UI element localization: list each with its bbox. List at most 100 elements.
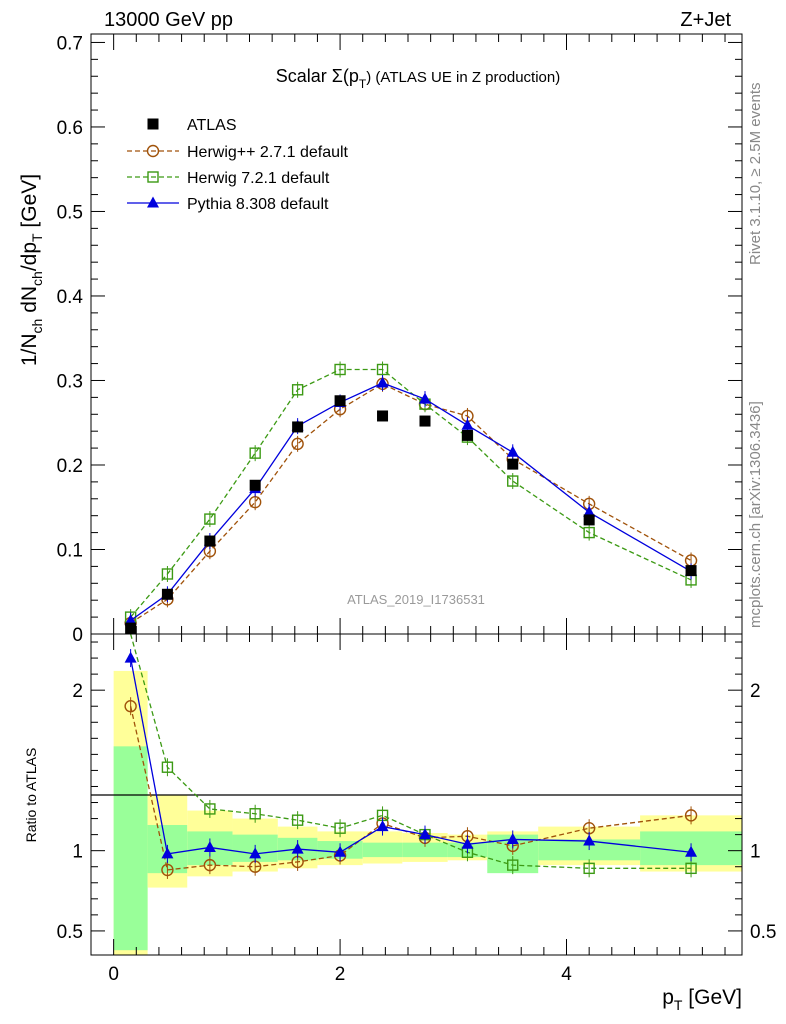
- ratio-panel-frame: [90, 633, 743, 956]
- herwigpp-point: [248, 495, 262, 509]
- y-tick-label-right: 0.5: [750, 922, 776, 943]
- y-tick-label: 0.5: [57, 202, 83, 223]
- beam-label: 13000 GeV pp: [104, 9, 233, 31]
- pythia-ratio-point: [583, 834, 596, 846]
- legend-marker-herwig7: [147, 171, 159, 183]
- pythia-ratio-point: [461, 837, 474, 849]
- herwig7-point: [204, 513, 216, 525]
- atlas-point: [292, 421, 304, 433]
- herwig7-ratio-point: [334, 822, 346, 834]
- y-tick-label: 0.4: [57, 287, 84, 308]
- legend-label: Herwig++ 2.7.1 default: [187, 144, 349, 161]
- y-tick-label: 1: [72, 842, 83, 863]
- pythia-ratio-point: [161, 847, 174, 859]
- ratio-series-layer: [124, 633, 698, 879]
- pythia-point: [124, 613, 137, 625]
- herwigpp-ratio-point: [124, 700, 137, 713]
- pythia-line: [130, 382, 692, 622]
- x-tick-label: 2: [335, 964, 346, 985]
- atlas-point: [507, 458, 519, 470]
- chart-title: Scalar Σ(pT) (ATLAS UE in Z production): [276, 66, 560, 91]
- herwig7-point: [376, 363, 389, 376]
- x-axis-label: pT [GeV]: [662, 986, 742, 1013]
- herwigpp-ratio-point: [161, 863, 174, 877]
- atlas-point: [249, 479, 261, 491]
- main-x-axis: [113, 34, 726, 634]
- ratio-panel: 0.5 0.5 1 1 2 2 0 2 4: [57, 633, 776, 985]
- pythia-ratio-point: [376, 820, 389, 832]
- legend: ATLAS Herwig++ 2.7.1 default Herwig 7.2.1 …: [127, 117, 349, 213]
- herwig7-ratio-point: [204, 803, 216, 815]
- herwigpp-point: [291, 437, 304, 451]
- y-tick-label-right: 1: [750, 842, 761, 863]
- atlas-point: [419, 415, 431, 427]
- herwig7-line: [130, 368, 692, 618]
- pythia-ratio-point: [418, 828, 431, 840]
- ratio-y-axis-label: Ratio to ATLAS: [23, 748, 39, 843]
- pythia-point: [376, 376, 389, 388]
- legend-label: Pythia 8.308 default: [187, 196, 329, 213]
- atlas-point: [204, 535, 216, 547]
- y-tick-label: 0.1: [57, 540, 83, 561]
- herwig7-ratio-point: [685, 862, 697, 875]
- atlas-point: [685, 565, 697, 577]
- pythia-ratio-point: [685, 845, 698, 857]
- main-y-axis-label: 1/Nch dNch/dpT [GeV]: [18, 174, 45, 366]
- herwigpp-line: [130, 383, 692, 624]
- watermark: ATLAS_2019_I1736531: [347, 592, 485, 607]
- herwig7-point: [583, 526, 595, 539]
- y-tick-label: 0.7: [57, 33, 83, 54]
- herwig7-point: [161, 568, 174, 580]
- pythia-point: [506, 445, 519, 457]
- legend-marker-herwigpp: [146, 144, 160, 158]
- main-y-axis: 0 0.1 0.2 0.3 0.4 0.5 0.6 0.7: [57, 33, 742, 646]
- legend-marker-atlas: [147, 118, 159, 130]
- y-tick-label: 0.3: [57, 371, 83, 392]
- herwig7-point: [507, 475, 519, 487]
- herwig7-ratio-line: [129, 633, 692, 869]
- atlas-point: [125, 622, 137, 634]
- x-tick-label: 4: [561, 964, 572, 985]
- herwig7-point: [334, 363, 346, 376]
- mcplots-label: mcplots.cern.ch [arXiv:1306.3436]: [747, 401, 764, 628]
- herwig7-ratio-point: [583, 862, 595, 875]
- y-tick-label: 0: [72, 625, 83, 646]
- y-tick-label: 2: [72, 681, 83, 702]
- herwig7-point: [249, 447, 261, 459]
- atlas-point: [461, 429, 473, 441]
- legend-label: Herwig 7.2.1 default: [187, 170, 330, 187]
- ratio-x-axis: 0 2 4: [108, 634, 726, 985]
- pythia-ratio-point: [203, 840, 216, 852]
- band-inner: [113, 746, 148, 951]
- main-panel: 0 0.1 0.2 0.3 0.4 0.5 0.6 0.7 Scalar Σ(pT) (ATL…: [57, 33, 743, 646]
- atlas-point: [161, 588, 173, 600]
- pythia-ratio-point: [334, 845, 347, 857]
- y-tick-label: 0.2: [57, 456, 83, 477]
- pythia-ratio-point: [506, 832, 519, 844]
- uncertainty-bands: [113, 670, 742, 955]
- band-inner: [362, 842, 403, 858]
- pythia-point: [418, 392, 431, 404]
- process-label: Z+Jet: [680, 9, 731, 31]
- legend-label: ATLAS: [187, 117, 237, 134]
- pythia-ratio-point: [291, 842, 304, 854]
- herwig7-ratio-point: [161, 761, 174, 773]
- atlas-point: [334, 395, 346, 407]
- y-tick-label: 0.5: [57, 922, 83, 943]
- herwig7-ratio-point: [507, 859, 519, 871]
- rivet-label: Rivet 3.1.10, ≥ 2.5M events: [747, 83, 764, 266]
- legend-marker-pythia: [147, 196, 159, 208]
- y-tick-label: 0.6: [57, 118, 83, 139]
- pythia-ratio-line: [129, 657, 692, 855]
- y-tick-label-right: 2: [750, 681, 761, 702]
- main-series-layer: [124, 361, 698, 634]
- herwig7-ratio-point: [291, 814, 304, 826]
- band-inner: [402, 842, 448, 858]
- atlas-point: [377, 410, 389, 422]
- x-tick-label: 0: [108, 964, 119, 985]
- herwig7-point: [291, 384, 304, 396]
- herwigpp-ratio-point: [203, 858, 217, 872]
- ratio-y-axis: 0.5 0.5 1 1 2 2: [57, 641, 776, 943]
- atlas-point: [583, 514, 595, 526]
